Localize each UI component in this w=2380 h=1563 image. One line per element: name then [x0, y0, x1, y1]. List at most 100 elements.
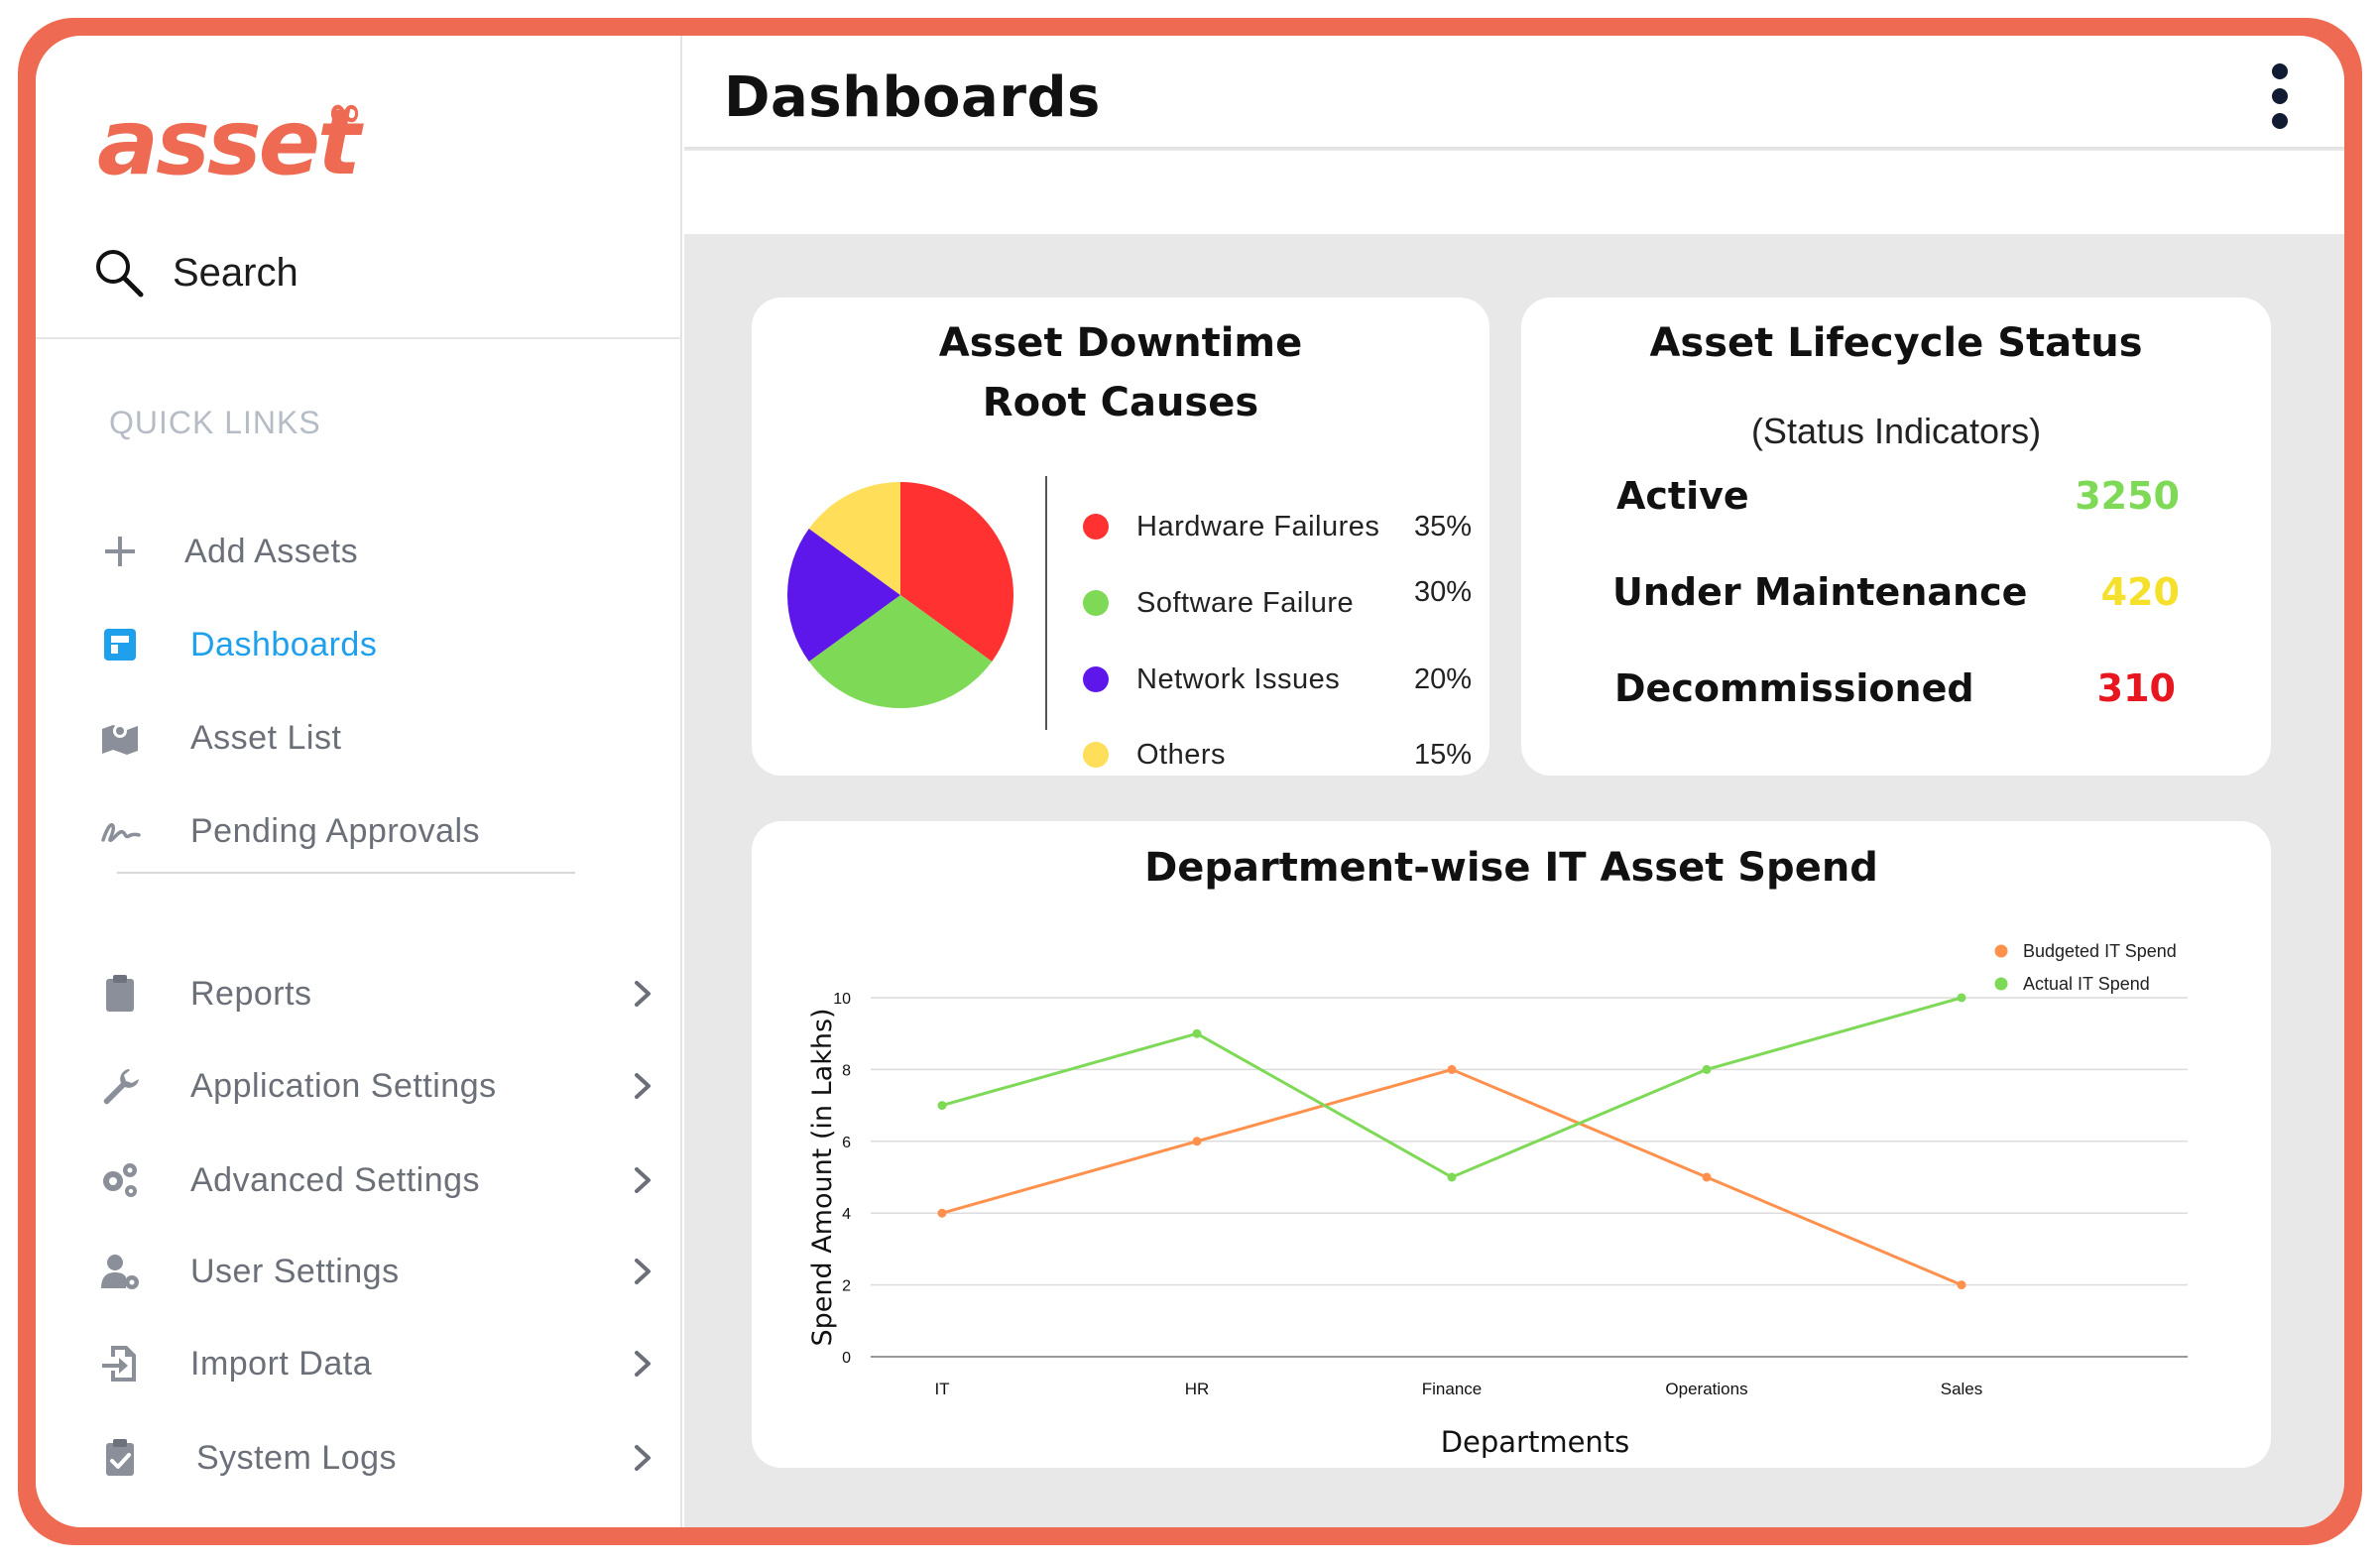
- legend-item: Hardware Failures 35%: [1083, 502, 1480, 551]
- status-label: Active: [1616, 474, 1749, 518]
- legend-label: Software Failure: [1136, 586, 1355, 619]
- legend-percent: 15%: [1413, 738, 1472, 771]
- sidebar-item-label: Pending Approvals: [190, 811, 481, 850]
- sidebar-item-label: Dashboards: [190, 625, 378, 663]
- legend-percent: 20%: [1413, 662, 1472, 695]
- legend-percent: 30%: [1413, 576, 1472, 608]
- sidebar-divider: [36, 337, 682, 339]
- y-tick-label: 10: [833, 991, 851, 1008]
- sidebar-item-add-assets[interactable]: Add Assets: [95, 520, 660, 583]
- chevron-right-icon: [635, 1445, 651, 1471]
- sidebar-item-reports[interactable]: Reports: [95, 962, 660, 1025]
- status-value: 310: [2096, 666, 2176, 710]
- status-value: 420: [2100, 570, 2180, 614]
- sidebar-item-advanced-settings[interactable]: Advanced Settings: [95, 1148, 660, 1212]
- status-value: 3250: [2075, 474, 2180, 518]
- y-tick-label: 4: [842, 1206, 851, 1223]
- legend-label: Hardware Failures: [1136, 510, 1380, 542]
- x-tick-label: HR: [1185, 1380, 1210, 1398]
- data-point: [1957, 993, 1966, 1003]
- card-subtitle: (Status Indicators): [1750, 411, 2042, 451]
- import-icon: [95, 1339, 145, 1388]
- pie-slice-2: [787, 528, 900, 662]
- pie-slice-0: [900, 482, 1013, 662]
- legend-label: Network Issues: [1136, 662, 1341, 695]
- legend-divider: [1045, 476, 1047, 730]
- card-title: Asset Downtime Root Causes: [752, 313, 1489, 432]
- y-tick-label: 6: [842, 1135, 851, 1151]
- data-point: [1447, 1064, 1457, 1074]
- data-point: [937, 1208, 947, 1218]
- x-axis-label: Departments: [1441, 1425, 1630, 1459]
- chevron-right-icon: [635, 981, 651, 1007]
- sidebar-item-label: Reports: [190, 974, 312, 1013]
- x-tick-label: IT: [934, 1380, 949, 1398]
- quick-links-title: QUICK LINKS: [109, 405, 321, 440]
- sidebar-item-application-settings[interactable]: Application Settings: [95, 1054, 660, 1118]
- x-tick-label: Finance: [1422, 1380, 1482, 1398]
- chevron-right-icon: [635, 1167, 651, 1193]
- main-content: Dashboards Asset Downtime Root Causes Ha…: [684, 36, 2344, 1527]
- page-title: Dashboards: [724, 65, 1101, 130]
- more-options-icon[interactable]: [2265, 63, 2295, 129]
- sidebar-section-divider: [117, 872, 575, 874]
- sidebar-item-dashboards[interactable]: Dashboards: [95, 613, 660, 676]
- legend-item: Software Failure 30%: [1083, 576, 1480, 628]
- logo-text: asset: [97, 89, 361, 195]
- data-point: [1702, 1172, 1712, 1182]
- app-window: asset ∞ Search QUICK LINKS Add Assets Da…: [36, 36, 2344, 1527]
- legend-swatch: [1083, 590, 1109, 616]
- gears-icon: [95, 1155, 145, 1205]
- data-point: [937, 1101, 947, 1111]
- legend-label: Others: [1136, 738, 1227, 771]
- sidebar-item-import-data[interactable]: Import Data: [95, 1332, 660, 1395]
- sidebar-item-pending-approvals[interactable]: Pending Approvals: [95, 799, 660, 863]
- series-line-1: [941, 996, 1963, 1179]
- map-icon: [95, 713, 145, 763]
- chevron-right-icon: [635, 1073, 651, 1099]
- dashboard-icon: [95, 620, 145, 669]
- sidebar-item-label: Add Assets: [184, 532, 359, 570]
- search-label: Search: [173, 250, 298, 295]
- pie-chart: [787, 482, 1013, 708]
- card-title-line1: Asset Downtime: [938, 320, 1303, 366]
- toolbar-area: [684, 151, 2344, 234]
- logo-infinity-mark: ∞: [327, 87, 362, 136]
- pie-slice-1: [808, 595, 993, 708]
- legend-item: Others 15%: [1083, 730, 1480, 780]
- department-spend-card: Department-wise IT Asset Spend 0 2 4 6 8 10 IT H…: [752, 821, 2271, 1468]
- data-point: [1957, 1280, 1966, 1290]
- y-tick-label: 0: [842, 1350, 851, 1367]
- status-row-active: Active 3250: [1616, 466, 2271, 526]
- legend-swatch: [1083, 666, 1109, 692]
- lifecycle-status-card: Asset Lifecycle Status (Status Indicator…: [1521, 298, 2271, 776]
- sidebar-item-label: User Settings: [190, 1252, 400, 1290]
- status-label: Decommissioned: [1614, 666, 1974, 710]
- chevron-right-icon: [635, 1259, 651, 1284]
- chart-title: Department-wise IT Asset Spend: [1144, 845, 1878, 891]
- search-icon: [96, 250, 144, 298]
- status-label: Under Maintenance: [1612, 570, 2028, 614]
- sidebar-item-label: Advanced Settings: [190, 1160, 481, 1199]
- data-point: [1702, 1064, 1712, 1074]
- card-title: Asset Lifecycle Status: [1649, 320, 2143, 366]
- legend-item: Network Issues 20%: [1083, 655, 1480, 704]
- data-point: [1192, 1137, 1202, 1146]
- top-bar: Dashboards: [684, 36, 2344, 149]
- legend-percent: 35%: [1413, 510, 1472, 542]
- x-tick-label: Operations: [1665, 1380, 1747, 1398]
- card-title-line2: Root Causes: [982, 380, 1259, 425]
- data-point: [1447, 1172, 1457, 1182]
- sidebar-item-asset-list[interactable]: Asset List: [95, 706, 660, 770]
- legend-swatch: [1083, 514, 1109, 540]
- line-chart: Department-wise IT Asset Spend 0 2 4 6 8 10 IT H…: [807, 845, 2188, 1459]
- sidebar-search[interactable]: Search: [91, 238, 647, 307]
- sidebar-item-label: Asset List: [190, 718, 342, 757]
- sidebar-item-user-settings[interactable]: User Settings: [95, 1240, 660, 1303]
- sidebar-item-label: Application Settings: [190, 1066, 497, 1105]
- sidebar-item-system-logs[interactable]: System Logs: [95, 1426, 660, 1490]
- asset-logo[interactable]: asset ∞: [97, 79, 395, 188]
- pie-slice-3: [808, 482, 900, 595]
- status-row-decommissioned: Decommissioned 310: [1614, 659, 2271, 718]
- sidebar: asset ∞ Search QUICK LINKS Add Assets Da…: [36, 36, 682, 1527]
